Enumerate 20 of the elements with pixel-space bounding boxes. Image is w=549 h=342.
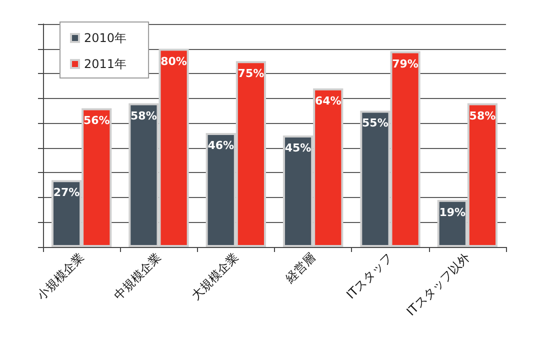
x-tick-label: 大規模企業 — [188, 250, 241, 302]
x-tick-label: ITスタッフ — [344, 250, 396, 302]
x-tick-label: 中規模企業 — [111, 250, 164, 302]
data-label: 27% — [53, 186, 80, 200]
data-label: 58% — [469, 109, 496, 122]
data-label: 45% — [284, 142, 312, 154]
data-label: 80% — [160, 54, 187, 68]
legend-label: 2011年 — [84, 57, 127, 71]
x-tick-label: ITスタッフ以外 — [404, 250, 472, 319]
data-label: 19% — [439, 206, 466, 219]
data-label: 64% — [314, 94, 342, 108]
x-tick-label: 小規模企業 — [34, 250, 87, 302]
data-label: 75% — [238, 67, 264, 80]
legend-label: 2010年 — [84, 31, 127, 45]
x-tick-label: 経営層 — [282, 250, 318, 286]
data-label: 55% — [362, 116, 388, 130]
data-label: 56% — [83, 114, 110, 128]
data-label: 46% — [208, 139, 234, 152]
data-label: 58% — [130, 109, 157, 122]
data-label: 79% — [392, 57, 418, 70]
